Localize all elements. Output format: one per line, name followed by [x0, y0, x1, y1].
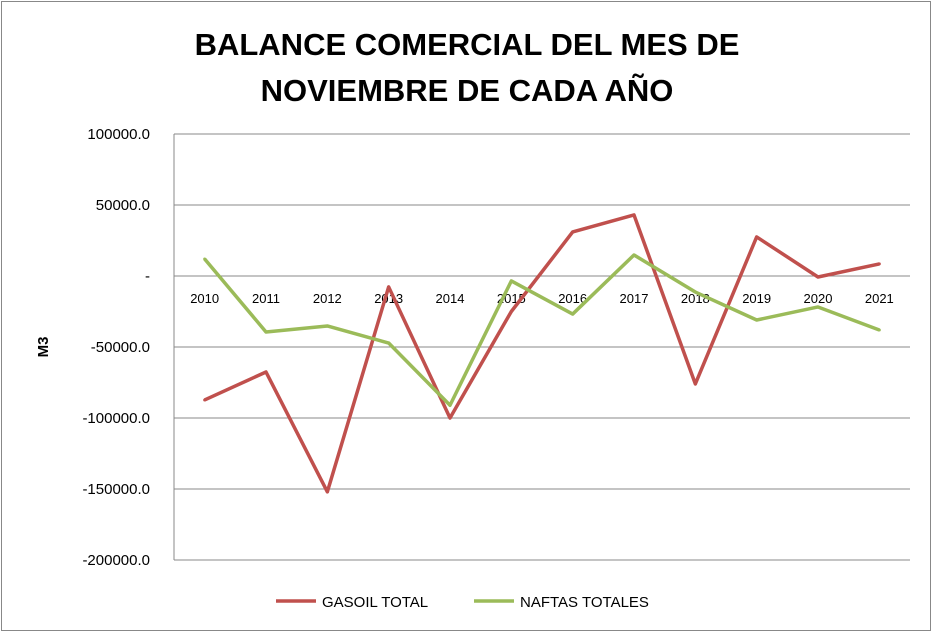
data-point	[264, 370, 268, 374]
x-tick-label: 2016	[558, 291, 587, 306]
data-point	[325, 490, 329, 494]
data-point	[877, 328, 881, 332]
x-tick-label: 2013	[374, 291, 403, 306]
data-point	[632, 253, 636, 257]
data-point	[816, 275, 820, 279]
data-point	[877, 262, 881, 266]
chart-title: BALANCE COMERCIAL DEL MES DE NOVIEMBRE D…	[0, 22, 934, 114]
data-point	[448, 403, 452, 407]
data-point	[264, 330, 268, 334]
data-point	[509, 279, 513, 283]
legend-label: GASOIL TOTAL	[322, 594, 428, 611]
data-point	[755, 235, 759, 239]
y-tick-label: -100000.0	[82, 410, 150, 427]
y-tick-label: -150000.0	[82, 481, 150, 498]
data-point	[693, 290, 697, 294]
data-point	[632, 213, 636, 217]
x-tick-label: 2019	[742, 291, 771, 306]
chart-title-line-1: BALANCE COMERCIAL DEL MES DE	[194, 27, 740, 62]
x-tick-label: 2020	[804, 291, 833, 306]
data-point	[571, 312, 575, 316]
x-tick-label: 2012	[313, 291, 342, 306]
data-point	[387, 285, 391, 289]
data-point	[325, 324, 329, 328]
data-point	[203, 257, 207, 261]
x-tick-label: 2010	[190, 291, 219, 306]
x-tick-label: 2014	[436, 291, 465, 306]
data-point	[571, 230, 575, 234]
x-tick-label: 2017	[620, 291, 649, 306]
data-point	[509, 310, 513, 313]
y-tick-label: -	[145, 268, 150, 285]
data-point	[755, 318, 759, 322]
chart-title-line-2: NOVIEMBRE DE CADA AÑO	[260, 73, 674, 108]
y-axis-label: M3	[35, 337, 52, 358]
data-point	[693, 382, 697, 386]
data-point	[387, 341, 391, 345]
legend-label: NAFTAS TOTALES	[520, 594, 649, 611]
data-point	[448, 416, 452, 420]
x-tick-label: 2011	[252, 291, 280, 306]
data-point	[203, 398, 207, 402]
y-tick-label: 50000.0	[96, 197, 150, 214]
series-line-1	[203, 253, 880, 407]
y-tick-label: -200000.0	[82, 552, 150, 569]
x-tick-label: 2021	[865, 291, 894, 306]
y-tick-label: 100000.0	[87, 126, 150, 143]
series-line-0	[203, 213, 880, 494]
y-tick-label: -50000.0	[91, 339, 150, 356]
data-point	[816, 305, 820, 309]
